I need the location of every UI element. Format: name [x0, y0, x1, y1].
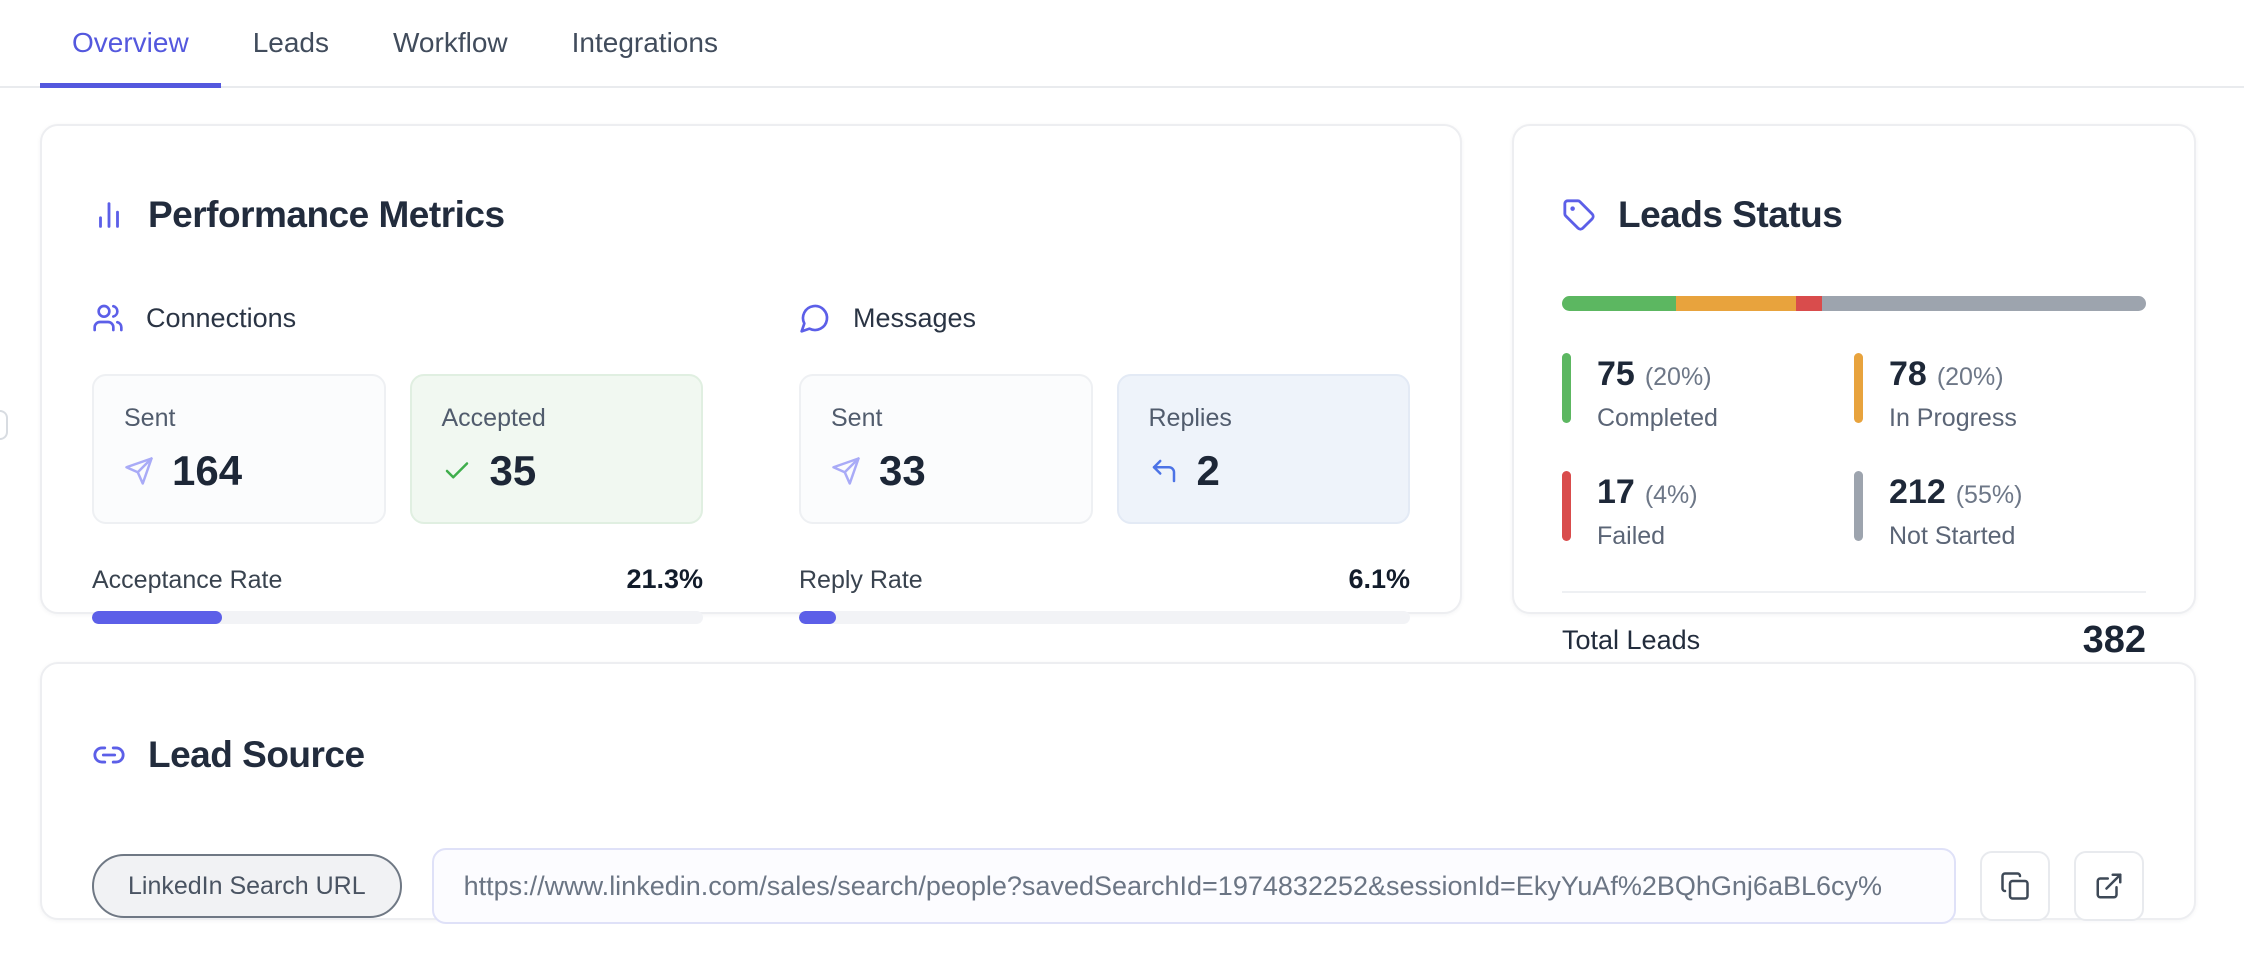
- open-url-button[interactable]: [2074, 851, 2144, 922]
- reply-rate-label: Reply Rate: [799, 566, 923, 595]
- connections-header: Connections: [92, 302, 703, 334]
- tab-workflow-label: Workflow: [393, 27, 508, 58]
- status-item-not-started: 212 (55%) Not Started: [1854, 471, 2146, 551]
- connections-sent-stat: Sent 164: [92, 374, 386, 525]
- messages-replies-value: 2: [1196, 447, 1220, 495]
- reply-rate-value: 6.1%: [1348, 564, 1410, 595]
- status-pill: [1854, 353, 1863, 424]
- completed-label: Completed: [1597, 404, 1718, 433]
- status-pill: [1562, 471, 1571, 542]
- external-link-icon: [2096, 873, 2122, 899]
- tab-integrations-label: Integrations: [571, 27, 718, 58]
- connections-sent-value: 164: [172, 447, 243, 495]
- copy-url-button[interactable]: [1980, 851, 2050, 922]
- acceptance-rate-fill: [92, 611, 223, 625]
- acceptance-rate-value: 21.3%: [626, 564, 703, 595]
- lead-source-card: Lead Source LinkedIn Search URL: [40, 662, 2196, 925]
- performance-metrics-header: Performance Metrics: [92, 164, 1410, 266]
- bar-chart-icon: [99, 202, 119, 228]
- acceptance-rate-track: [92, 611, 703, 625]
- bar-segment-not-started: [1821, 296, 2146, 312]
- total-leads-label: Total Leads: [1562, 625, 1701, 656]
- copy-icon: [2001, 872, 2029, 900]
- bar-segment-failed: [1795, 296, 1822, 312]
- lead-source-title: Lead Source: [148, 733, 365, 775]
- reply-rate-fill: [799, 611, 837, 625]
- messages-header: Messages: [799, 302, 1410, 334]
- status-pill: [1854, 471, 1863, 542]
- users-icon: [93, 304, 123, 332]
- leads-status-header: Leads Status: [1562, 164, 2146, 266]
- completed-percent: (20%): [1644, 363, 1712, 392]
- leads-status-title: Leads Status: [1618, 193, 1843, 235]
- stat-label: Accepted: [441, 404, 546, 433]
- in-progress-label: In Progress: [1889, 404, 2017, 433]
- status-item-failed: 17 (4%) Failed: [1562, 471, 1854, 551]
- reply-rate-track: [799, 611, 1410, 625]
- tab-leads[interactable]: Leads: [221, 0, 361, 86]
- tab-leads-label: Leads: [252, 27, 329, 58]
- failed-value: 17: [1597, 473, 1635, 512]
- overview-panel: Performance Metrics Connections Sent: [0, 88, 2244, 925]
- linkedin-search-url-chip: LinkedIn Search URL: [92, 854, 402, 919]
- tag-icon: [1563, 199, 1595, 231]
- message-bubble-icon: [800, 304, 829, 333]
- status-item-completed: 75 (20%) Completed: [1562, 353, 1854, 433]
- divider: [1562, 591, 2146, 594]
- leads-status-card: Leads Status 75 (20%) Completed: [1512, 124, 2196, 661]
- connections-section: Connections Sent 164 Accepted: [92, 302, 703, 625]
- leads-status-bar: [1562, 296, 2146, 312]
- messages-section: Messages Sent 33 Replies: [799, 302, 1410, 625]
- in-progress-value: 78: [1889, 355, 1927, 394]
- status-pill: [1562, 353, 1571, 424]
- lead-source-header: Lead Source: [92, 704, 2144, 806]
- completed-value: 75: [1597, 355, 1635, 394]
- acceptance-rate-label: Acceptance Rate: [92, 566, 283, 595]
- stat-label: Sent: [831, 404, 883, 433]
- failed-percent: (4%): [1644, 481, 1698, 510]
- messages-label: Messages: [853, 302, 977, 333]
- reply-icon: [1152, 459, 1175, 483]
- stat-label: Sent: [124, 404, 176, 433]
- performance-metrics-title: Performance Metrics: [148, 193, 505, 235]
- not-started-label: Not Started: [1889, 522, 2016, 551]
- performance-metrics-card: Performance Metrics Connections Sent: [40, 124, 1462, 625]
- send-icon: [832, 457, 860, 485]
- send-icon: [125, 457, 153, 485]
- link-icon: [93, 746, 125, 764]
- tab-overview[interactable]: Overview: [40, 0, 221, 88]
- connections-label: Connections: [146, 302, 297, 333]
- connections-accepted-value: 35: [489, 447, 537, 495]
- stat-label: Replies: [1148, 404, 1232, 433]
- not-started-percent: (55%): [1955, 481, 2023, 510]
- drawer-handle[interactable]: [0, 410, 8, 440]
- total-leads-value: 382: [2082, 619, 2146, 662]
- not-started-value: 212: [1889, 473, 1946, 512]
- messages-sent-stat: Sent 33: [799, 374, 1093, 525]
- messages-replies-stat: Replies 2: [1116, 374, 1410, 525]
- tab-workflow[interactable]: Workflow: [361, 0, 540, 86]
- chip-label: LinkedIn Search URL: [128, 871, 366, 900]
- bar-segment-in-progress: [1676, 296, 1796, 312]
- messages-sent-value: 33: [879, 447, 926, 495]
- status-item-in-progress: 78 (20%) In Progress: [1854, 353, 2146, 433]
- check-icon: [445, 462, 468, 479]
- bar-segment-completed: [1562, 296, 1677, 312]
- tab-bar: Overview Leads Workflow Integrations: [0, 0, 2244, 88]
- tab-overview-label: Overview: [72, 27, 189, 58]
- connections-accepted-stat: Accepted 35: [409, 374, 703, 525]
- tab-integrations[interactable]: Integrations: [540, 0, 750, 86]
- lead-source-url-input[interactable]: [431, 848, 1956, 925]
- in-progress-percent: (20%): [1936, 363, 2004, 392]
- failed-label: Failed: [1597, 522, 1666, 551]
